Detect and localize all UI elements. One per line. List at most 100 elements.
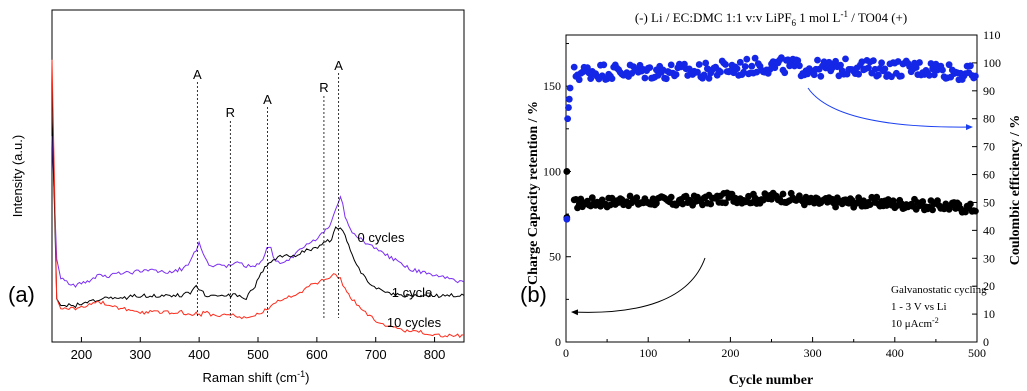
- conditions-line-3: 10 μAcm-2: [891, 316, 939, 330]
- coulombic-efficiency-point: [733, 65, 741, 73]
- coulombic-efficiency-point: [796, 62, 803, 70]
- cycling-right-y-tick-label: 20: [983, 279, 995, 293]
- coulombic-efficiency-point: [743, 55, 751, 63]
- peak-label-4: R: [319, 80, 328, 95]
- charge-capacity-retention-point: [667, 193, 675, 201]
- coulombic-efficiency-point: [881, 65, 889, 73]
- raman-y-axis-label: Intensity (a.u.): [10, 135, 25, 217]
- coulombic-efficiency-point: [930, 71, 938, 79]
- raman-x-ticks: 200 300 400 500 600 700 800: [71, 337, 446, 362]
- coulombic-efficiency-point: [814, 56, 821, 64]
- cycling-title-mid: 1 mol L: [796, 10, 840, 25]
- cycling-x-tick-label: 200: [721, 346, 739, 360]
- coulombic-efficiency-point: [817, 72, 825, 80]
- coulombic-efficiency-point: [565, 104, 572, 111]
- coulombic-efficiency-point: [925, 72, 933, 79]
- coulombic-efficiency-point: [794, 57, 802, 64]
- coulombic-efficiency-point: [916, 59, 923, 66]
- coulombic-efficiency-point: [875, 71, 882, 79]
- panel-label-b: (b): [520, 282, 547, 307]
- charge-capacity-retention-point: [577, 195, 585, 203]
- coulombic-efficiency-point: [751, 54, 759, 62]
- coulombic-efficiency-point: [842, 55, 849, 63]
- cycling-title-sup: -1: [840, 9, 848, 19]
- cycling-right-y-tick-label: 10: [983, 307, 995, 321]
- coulombic-efficiency-point: [694, 68, 701, 76]
- conditions-line-3-main: 10 μAcm: [891, 318, 932, 330]
- coulombic-efficiency-point: [662, 75, 670, 83]
- cycling-right-y-axis-label: Coulombic efficiency / %: [1008, 115, 1023, 265]
- series-label-1-cycle: 1 cycle: [392, 285, 432, 300]
- cycling-right-y-tick-label: 0: [983, 335, 989, 349]
- charge-capacity-retention-point: [722, 199, 729, 207]
- conditions-line-1: Galvanostatic cycling: [891, 284, 987, 296]
- panel-label-a: (a): [8, 282, 35, 307]
- raman-x-label-sup: -1: [297, 369, 305, 379]
- cycling-left-y-tick-label: 150: [543, 79, 561, 93]
- coulombic-efficiency-point: [570, 63, 578, 71]
- raman-x-tick-label: 200: [71, 347, 93, 362]
- coulombic-efficiency-point: [888, 73, 895, 81]
- coulombic-efficiency-point: [667, 61, 675, 69]
- cycling-right-y-tick-label: 90: [983, 84, 995, 98]
- cycling-points: [563, 54, 979, 223]
- charge-capacity-retention-point: [873, 193, 881, 201]
- conditions-line-2: 1 - 3 V vs Li: [891, 301, 947, 313]
- charge-capacity-retention-point: [779, 190, 787, 198]
- series-label-0-cycles: 0 cycles: [358, 230, 405, 245]
- cycling-right-y-tick-label: 50: [983, 195, 995, 209]
- cycling-title-sub: 6: [792, 18, 797, 28]
- coulombic-efficiency-point: [565, 95, 573, 103]
- cycling-x-tick-label: 500: [968, 346, 986, 360]
- cycling-right-y-tick-label: 60: [983, 168, 995, 182]
- raman-x-tick-label: 800: [424, 347, 446, 362]
- charge-capacity-retention-point: [967, 200, 974, 208]
- coulombic-efficiency-point: [672, 71, 680, 78]
- coulombic-efficiency-point: [810, 71, 818, 79]
- coulombic-efficiency-point: [741, 63, 749, 70]
- coulombic-efficiency-point: [705, 74, 713, 82]
- cycling-x-tick-label: 300: [804, 346, 822, 360]
- series-label-10-cycles: 10 cycles: [387, 315, 442, 330]
- right-axis-pointer-arrow: [807, 87, 973, 131]
- coulombic-efficiency-point: [600, 61, 608, 69]
- cycling-left-y-tick-label: 0: [555, 335, 561, 349]
- raman-x-label-main: Raman shift (cm: [203, 370, 298, 385]
- charge-capacity-retention-point: [563, 168, 571, 175]
- coulombic-efficiency-point: [702, 59, 710, 67]
- charge-capacity-retention-point: [633, 194, 641, 202]
- coulombic-efficiency-point: [939, 66, 946, 74]
- cycling-left-y-tick-label: 50: [549, 250, 561, 264]
- cycling-title-main: (-) Li / EC:DMC 1:1 v:v LiPF: [635, 10, 792, 25]
- peak-label-3: A: [263, 92, 272, 107]
- charge-capacity-retention-point: [832, 203, 839, 211]
- cycling-x-tick-label: 400: [886, 346, 904, 360]
- coulombic-efficiency-point: [695, 61, 703, 68]
- coulombic-efficiency-point: [771, 64, 779, 72]
- coulombic-efficiency-point: [587, 75, 595, 82]
- coulombic-efficiency-point: [646, 64, 654, 71]
- cycling-x-axis-label: Cycle number: [729, 373, 813, 388]
- series-10-cycles-line: [51, 59, 465, 339]
- cycling-right-y-tick-label: 70: [983, 140, 995, 154]
- cycling-right-y-ticks: 0 10 20 30 40 50 60 70 80 90 100 110: [972, 28, 1001, 349]
- cycling-right-y-tick-label: 100: [983, 56, 1001, 70]
- peak-label-2: R: [226, 105, 235, 120]
- charge-capacity-retention-point: [919, 198, 927, 205]
- coulombic-efficiency-point: [870, 57, 877, 64]
- charge-capacity-retention-point: [707, 200, 715, 208]
- coulombic-efficiency-point: [865, 64, 872, 72]
- peak-label-1: A: [193, 67, 202, 82]
- cycling-left-y-axis-label: Charge Capacity retention / %: [526, 101, 541, 285]
- coulombic-efficiency-point: [855, 70, 862, 78]
- cycling-left-y-ticks: 0 50 100 150: [543, 43, 571, 349]
- cycling-x-ticks: 0 100 200 300 400 500: [563, 337, 986, 360]
- left-axis-pointer-arrow: [571, 257, 706, 316]
- coulombic-efficiency-point: [832, 57, 839, 65]
- peak-label-5: A: [334, 58, 343, 73]
- cycling-title: (-) Li / EC:DMC 1:1 v:v LiPF6 1 mol L-1 …: [635, 9, 907, 28]
- charge-capacity-retention-point: [572, 196, 580, 203]
- series-0-cycles-line: [51, 136, 465, 288]
